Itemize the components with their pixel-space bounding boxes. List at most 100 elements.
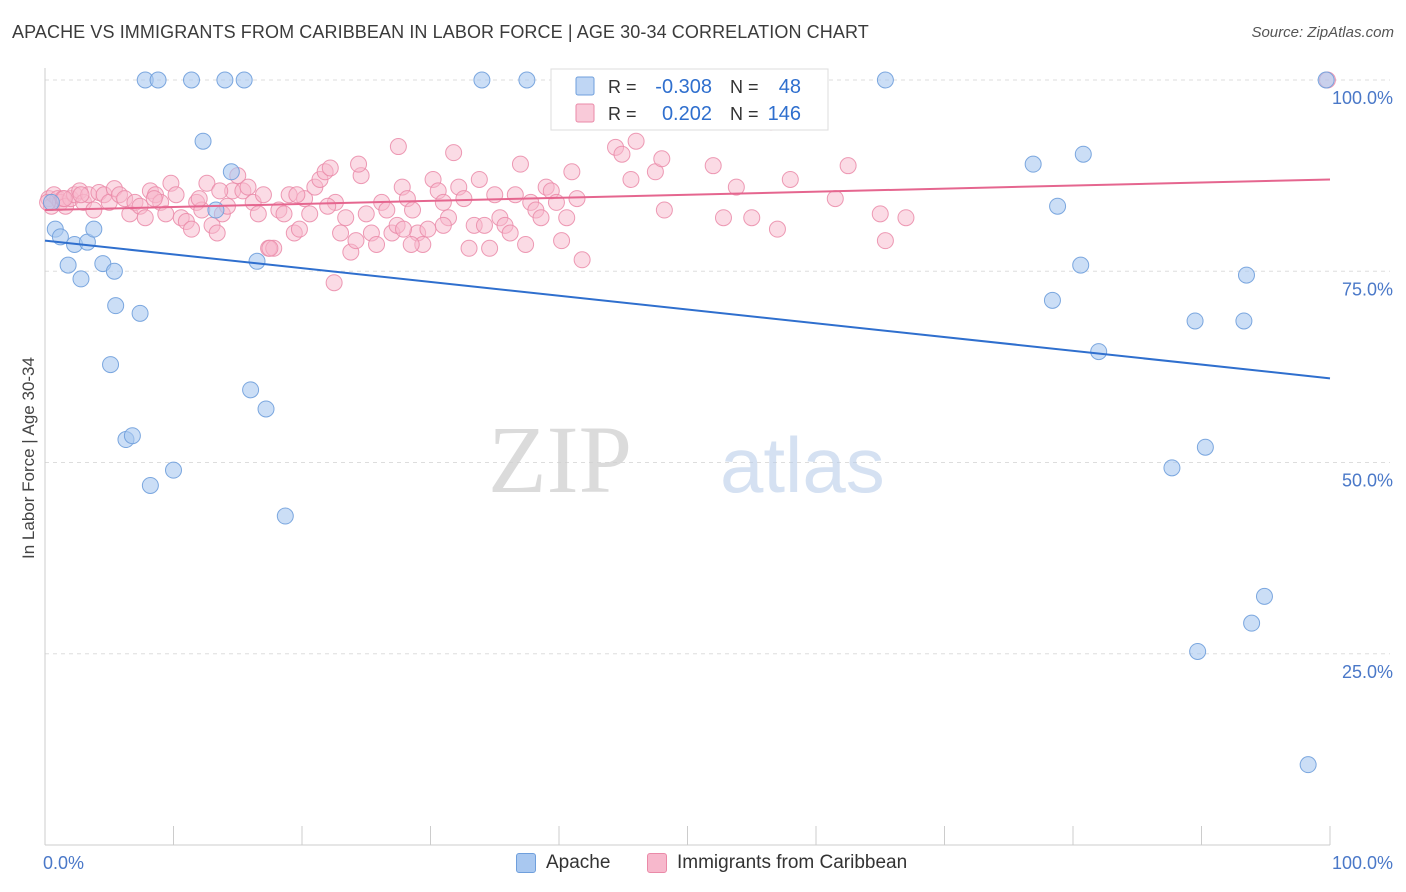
apache-point-33	[1074, 145, 1092, 163]
legend-n-value-caribbean: 146	[768, 103, 801, 125]
legend-n-label-apache: N =	[730, 77, 759, 97]
legend-r-label-caribbean: R =	[608, 104, 637, 124]
caribbean-point-110	[622, 170, 640, 188]
caribbean-point-122	[876, 232, 894, 250]
x-tick-label-min: 0.0%	[43, 853, 84, 873]
apache-point-11	[131, 304, 149, 322]
caribbean-point-116	[743, 209, 761, 227]
legend-n-value-apache: 48	[779, 76, 801, 98]
apache-point-44	[1243, 614, 1261, 632]
caribbean-point-85	[460, 239, 478, 257]
caribbean-point-77	[419, 220, 437, 238]
apache-point-16	[165, 461, 182, 479]
caribbean-point-99	[532, 209, 550, 227]
caribbean-point-61	[337, 209, 355, 227]
caribbean-point-107	[573, 251, 591, 269]
caribbean-point-36	[208, 224, 226, 242]
axes	[44, 68, 1331, 846]
apache-trend-line	[44, 239, 1331, 380]
apache-point-29	[473, 71, 491, 89]
legend-item-caribbean[interactable]: Immigrants from Caribbean	[647, 852, 907, 874]
caribbean-point-65	[357, 205, 375, 223]
y-tick-label-100: 100.0%	[1332, 88, 1393, 108]
caribbean-point-44	[249, 205, 267, 223]
legend-r-label-apache: R =	[608, 77, 637, 97]
caribbean-point-121	[871, 205, 889, 223]
apache-point-46	[1299, 756, 1317, 774]
caribbean-point-87	[470, 170, 488, 188]
caribbean-point-115	[714, 209, 732, 227]
y-tick-label-25: 25.0%	[1342, 662, 1393, 682]
caribbean-point-131	[190, 190, 208, 208]
caribbean-point-105	[563, 163, 581, 181]
caribbean-point-31	[182, 220, 200, 238]
apache-point-45	[1189, 642, 1207, 660]
legend-label-apache: Apache	[546, 852, 611, 873]
legend-stats-swatch-apache	[575, 76, 595, 96]
apache-point-12	[102, 356, 120, 374]
y-axis-label-group: In Labor Force | Age 30-34	[19, 357, 38, 559]
caribbean-point-69	[378, 201, 396, 219]
caribbean-point-45	[254, 186, 272, 204]
apache-point-15	[141, 476, 159, 494]
caribbean-point-49	[275, 205, 293, 223]
caribbean-point-12	[85, 201, 103, 219]
watermark-atlas: atlas	[720, 421, 885, 509]
caribbean-point-22	[136, 209, 154, 227]
apache-point-37	[1090, 343, 1108, 361]
caribbean-point-28	[167, 186, 185, 204]
caribbean-point-119	[826, 190, 844, 208]
apache-point-32	[1024, 155, 1042, 173]
legend-item-apache[interactable]: Apache	[516, 852, 610, 874]
apache-point-14	[123, 427, 141, 445]
apache-point-25	[248, 252, 266, 270]
apache-point-7	[85, 220, 103, 238]
caribbean-point-124	[389, 138, 407, 156]
caribbean-point-118	[781, 170, 799, 188]
caribbean-point-52	[290, 220, 308, 238]
caribbean-point-117	[768, 220, 786, 238]
apache-point-42	[1196, 438, 1214, 456]
caribbean-point-104	[558, 209, 576, 227]
apache-point-0	[42, 193, 60, 211]
caribbean-point-134	[613, 145, 631, 163]
caribbean-point-74	[404, 201, 422, 219]
apache-point-18	[149, 71, 167, 89]
caribbean-point-113	[655, 201, 673, 219]
apache-point-47	[1317, 71, 1335, 89]
caribbean-point-135	[72, 186, 90, 204]
apache-point-39	[1235, 312, 1253, 330]
x-tick-label-max: 100.0%	[1332, 853, 1393, 873]
caribbean-point-112	[653, 150, 671, 168]
apache-point-38	[1186, 312, 1204, 330]
caribbean-point-139	[319, 197, 337, 215]
apache-point-30	[518, 71, 536, 89]
caribbean-point-60	[332, 224, 350, 242]
legend-swatch-caribbean	[647, 853, 667, 873]
apache-point-21	[235, 71, 253, 89]
apache-point-35	[1072, 256, 1090, 274]
caribbean-point-140	[350, 155, 368, 173]
apache-point-3	[59, 256, 77, 274]
trend-lines	[44, 178, 1331, 380]
apache-point-23	[222, 163, 240, 181]
apache-point-26	[242, 381, 260, 399]
apache-point-19	[182, 71, 200, 89]
caribbean-point-84	[455, 190, 473, 208]
caribbean-point-58	[321, 159, 339, 177]
caribbean-point-80	[434, 193, 452, 211]
apache-point-5	[72, 270, 90, 288]
caribbean-point-88	[475, 216, 493, 234]
apache-point-36	[1043, 291, 1061, 309]
caribbean-point-125	[395, 220, 413, 238]
caribbean-point-127	[261, 239, 279, 257]
caribbean-point-93	[501, 224, 519, 242]
legend-n-label-caribbean: N =	[730, 104, 759, 124]
caribbean-point-96	[517, 235, 535, 253]
caribbean-point-138	[434, 216, 452, 234]
apache-point-31	[876, 71, 894, 89]
legend-r-value-apache: -0.308	[655, 76, 712, 98]
caribbean-point-132	[211, 182, 229, 200]
chart-title: APACHE VS IMMIGRANTS FROM CARIBBEAN IN L…	[12, 22, 869, 42]
